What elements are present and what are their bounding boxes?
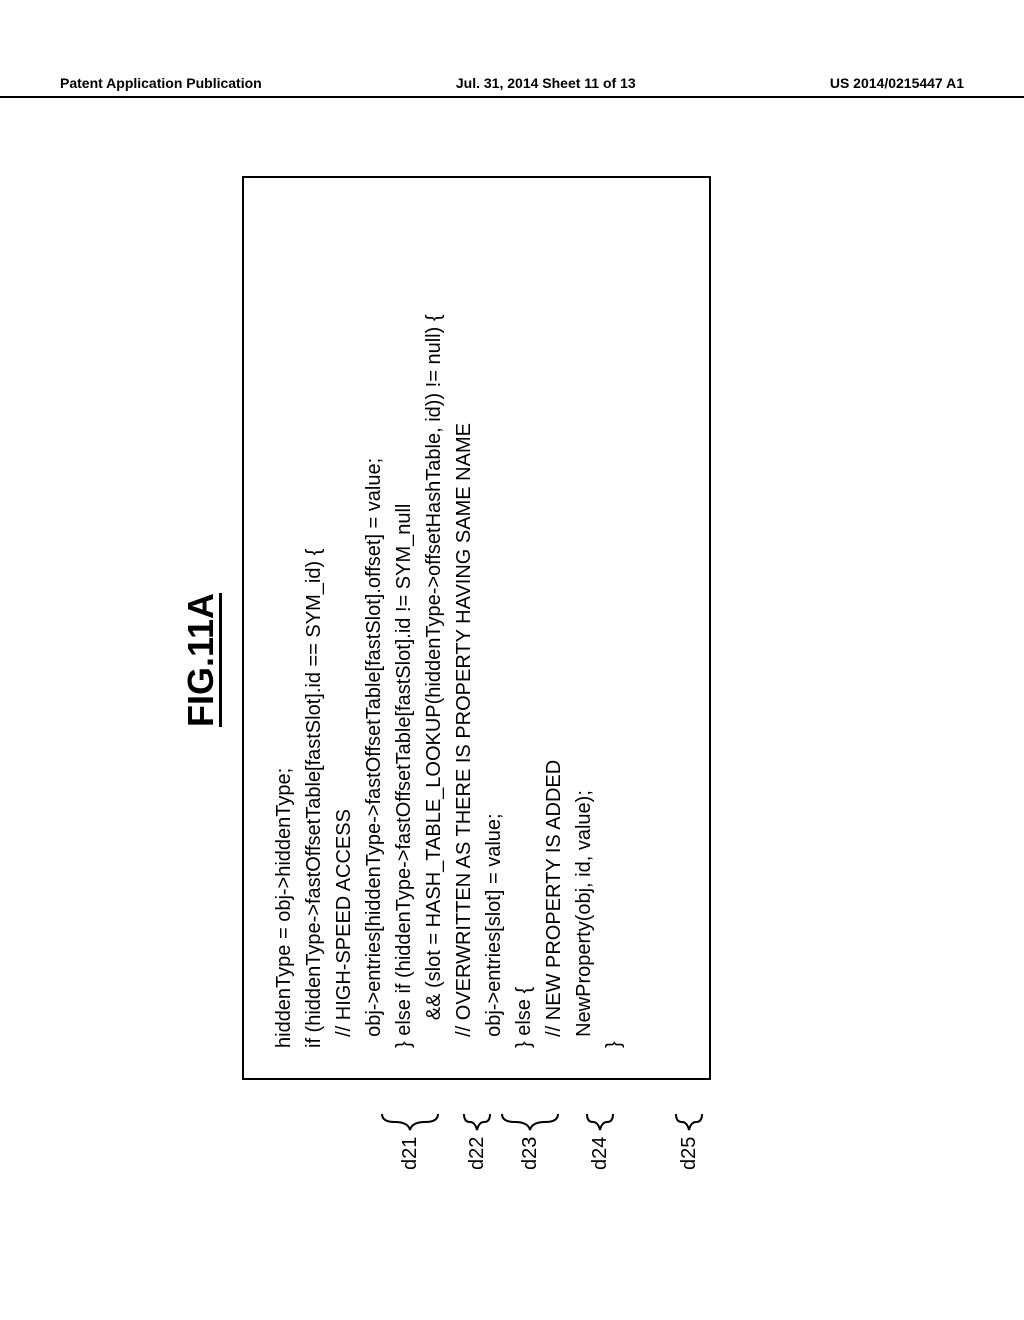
code-line: // OVERWRITTEN AS THERE IS PROPERTY HAVI… bbox=[449, 198, 479, 1048]
code-line: } else if (hiddenType->fastOffsetTable[f… bbox=[389, 198, 419, 1048]
code-line: // NEW PROPERTY IS ADDED bbox=[539, 198, 569, 1048]
figure-area: FIG.11A d21 d22 d23 d24 d25 bbox=[0, 350, 1010, 970]
code-line: // HIGH-SPEED ACCESS bbox=[329, 198, 359, 1048]
page-header: Patent Application Publication Jul. 31, … bbox=[0, 75, 1024, 98]
label-d22: d22 bbox=[466, 1137, 489, 1170]
code-line: if (hiddenType->fastOffsetTable[fastSlot… bbox=[299, 198, 329, 1048]
label-d24: d24 bbox=[589, 1137, 612, 1170]
code-line: NewProperty(obj, id, value); bbox=[569, 198, 599, 1048]
code-line: } bbox=[599, 198, 629, 1048]
code-line: } else { bbox=[509, 198, 539, 1048]
header-left: Patent Application Publication bbox=[60, 75, 262, 91]
code-line: && (slot = HASH_TABLE_LOOKUP(hiddenType-… bbox=[419, 198, 449, 1048]
code-line: obj->entries[hiddenType->fastOffsetTable… bbox=[359, 198, 389, 1048]
header-right: US 2014/0215447 A1 bbox=[830, 75, 964, 91]
code-line: obj->entries[slot] = value; bbox=[479, 198, 509, 1048]
label-d23: d23 bbox=[519, 1137, 542, 1170]
figure-title: FIG.11A bbox=[180, 140, 222, 1180]
code-line: hiddenType = obj->hiddenType; bbox=[269, 198, 299, 1048]
header-center: Jul. 31, 2014 Sheet 11 of 13 bbox=[456, 75, 636, 91]
label-d25: d25 bbox=[678, 1137, 701, 1170]
code-box: hiddenType = obj->hiddenType; if (hidden… bbox=[242, 176, 711, 1080]
label-d21: d21 bbox=[399, 1137, 422, 1170]
